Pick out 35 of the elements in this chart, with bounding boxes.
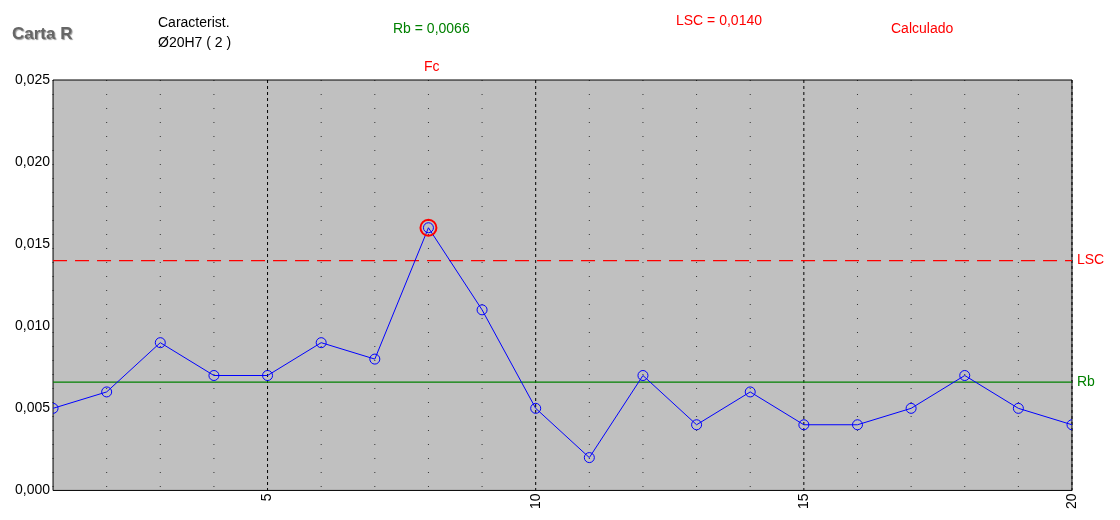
y-tick-label: 0,005 <box>14 399 51 416</box>
chart-title: Carta R <box>12 24 73 44</box>
y-tick-label: 0,010 <box>14 317 51 334</box>
point <box>369 353 381 365</box>
x-tick-label: 15 <box>794 493 811 510</box>
point <box>315 337 327 349</box>
point <box>905 402 917 414</box>
point <box>798 419 810 431</box>
ref-line-label: Rb <box>1077 372 1096 389</box>
text: Rb = 0,0066 <box>393 20 470 36</box>
point <box>101 386 113 398</box>
point <box>530 402 542 414</box>
point <box>583 452 595 464</box>
y-tick-label: 0,000 <box>14 481 51 498</box>
text: LSC = 0,0140 <box>676 12 763 28</box>
point <box>1012 402 1024 414</box>
point <box>851 419 863 431</box>
x-tick-label: 10 <box>526 493 543 510</box>
point <box>959 370 971 382</box>
text: Fc <box>424 58 440 74</box>
y-tick-label: 0,015 <box>14 235 51 252</box>
point <box>744 386 756 398</box>
point <box>208 370 220 382</box>
y-tick-label: 0,020 <box>14 152 51 169</box>
y-tick-label: 0,025 <box>14 70 51 87</box>
point <box>262 370 274 382</box>
point <box>154 337 166 349</box>
x-tick-label: 5 <box>258 493 275 502</box>
point <box>691 419 703 431</box>
point <box>637 370 649 382</box>
text: Calculado <box>891 20 954 36</box>
ref-line-label: LSC <box>1077 251 1105 268</box>
x-tick-label: 20 <box>1062 493 1079 510</box>
point <box>476 304 488 316</box>
chart-subtitle: Caracterist. Ø20H7 ( 2 ) <box>158 13 232 52</box>
